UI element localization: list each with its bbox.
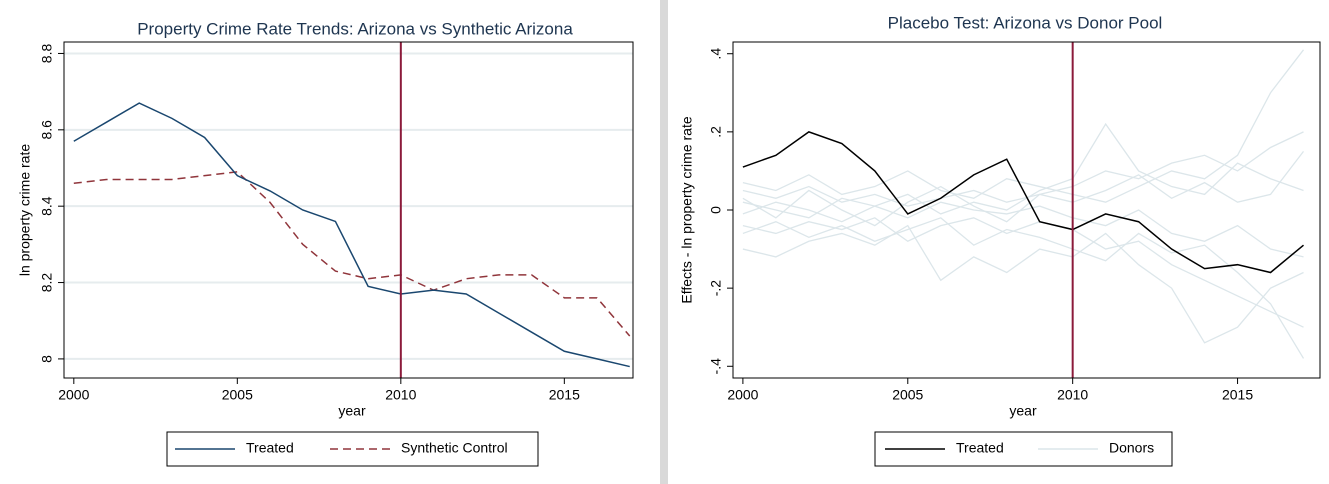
series-line — [73, 171, 631, 337]
legend-label: Treated — [956, 440, 1004, 456]
series-line — [73, 102, 630, 368]
plot-frame — [63, 41, 634, 379]
x-tick-label: 2005 — [892, 387, 923, 403]
y-tick-label: 8.6 — [39, 120, 55, 140]
x-tick-label: 2000 — [58, 387, 89, 403]
donor-line — [742, 131, 1304, 207]
x-tick-label: 2010 — [385, 387, 416, 403]
y-tick-label: .4 — [708, 48, 724, 60]
x-tick-label: 2015 — [1222, 387, 1253, 403]
x-tick-label: 2005 — [222, 387, 253, 403]
y-axis-label: Effects - ln property crime rate — [679, 116, 695, 303]
y-tick-label: 8.2 — [39, 273, 55, 293]
donor-line — [742, 224, 1304, 344]
chart: Property Crime Rate Trends: Arizona vs S… — [0, 0, 660, 484]
y-tick-label: -.4 — [708, 358, 724, 375]
series-line — [742, 131, 1304, 274]
legend-label: Treated — [246, 440, 294, 456]
y-tick-label: 8 — [39, 355, 55, 363]
y-axis-label: ln property crime rate — [17, 144, 33, 276]
legend-label: Synthetic Control — [401, 440, 508, 456]
x-tick-label: 2010 — [1057, 387, 1088, 403]
chart-title: Placebo Test: Arizona vs Donor Pool — [888, 13, 1163, 32]
y-tick-label: 0 — [708, 206, 724, 214]
donor-line — [742, 150, 1305, 227]
y-tick-label: 8.4 — [39, 196, 55, 216]
chart-title: Property Crime Rate Trends: Arizona vs S… — [137, 19, 573, 38]
donor-line — [742, 201, 1304, 258]
x-tick-label: 2000 — [727, 387, 758, 403]
legend-label: Donors — [1109, 440, 1154, 456]
y-tick-label: -.2 — [708, 280, 724, 297]
y-tick-label: .2 — [708, 126, 724, 138]
x-tick-label: 2015 — [549, 387, 580, 403]
chart: Placebo Test: Arizona vs Donor Pool year… — [668, 0, 1329, 484]
y-tick-label: 8.8 — [39, 44, 55, 64]
x-axis-label: year — [1009, 403, 1037, 419]
donor-line — [742, 217, 1305, 359]
donor-line — [742, 122, 1304, 219]
plot-frame — [732, 41, 1321, 379]
x-axis-label: year — [338, 403, 366, 419]
donor-line — [742, 49, 1305, 203]
